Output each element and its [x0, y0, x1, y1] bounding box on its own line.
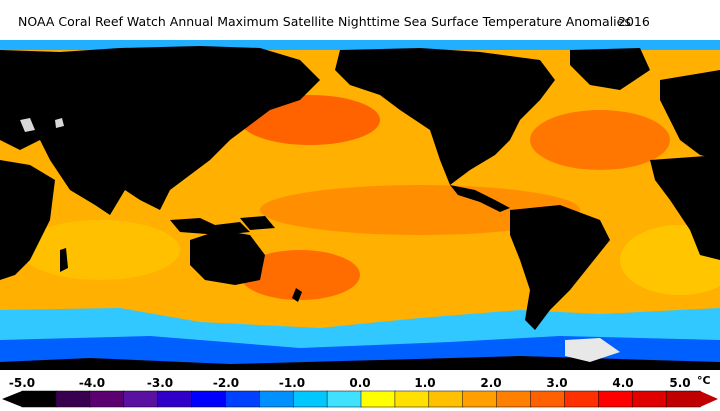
landmass-indonesia: [170, 218, 250, 235]
legend-tick: 0.0: [349, 376, 371, 390]
landmass-south-america: [510, 205, 610, 330]
landmass-new-zealand: [292, 288, 302, 302]
warm-region: [240, 250, 360, 300]
map-year: 2016: [618, 14, 650, 29]
colorbar-swatch: [530, 390, 566, 408]
map-svg: [0, 40, 720, 370]
warm-region: [530, 110, 670, 170]
colorbar: [2, 390, 718, 408]
landmass-africa-wrap: [650, 155, 720, 260]
sst-anomaly-map: [0, 40, 720, 370]
landmass-madagascar: [60, 248, 68, 272]
ice-patch: [565, 338, 620, 362]
colorbar-swatch: [225, 390, 261, 408]
landmass-japan: [225, 105, 250, 135]
warm-region: [260, 185, 580, 235]
colorbar-swatch: [462, 390, 498, 408]
legend-tick: -1.0: [278, 376, 306, 390]
landmass-central-america: [450, 185, 510, 212]
legend-tick: 4.0: [612, 376, 634, 390]
colorbar-swatch: [157, 390, 193, 408]
colorbar-swatch: [21, 390, 57, 408]
landmass-eurasia: [0, 46, 320, 215]
colorbar-swatch: [564, 390, 600, 408]
colorbar-swatch: [89, 390, 125, 408]
legend-tick: -2.0: [212, 376, 240, 390]
colorbar-swatch: [598, 390, 633, 408]
landmass-north-america: [335, 48, 555, 185]
colorbar-arrow-right: [700, 391, 718, 407]
legend-tick: 3.0: [546, 376, 568, 390]
colorbar-swatch: [259, 390, 294, 408]
landmass-new-guinea: [240, 216, 275, 230]
legend-tick: -4.0: [78, 376, 106, 390]
antarctica: [0, 356, 720, 370]
lake-caspian: [20, 118, 35, 132]
colorbar-swatch: [631, 390, 667, 408]
title-bar: NOAA Coral Reef Watch Annual Maximum Sat…: [0, 0, 720, 40]
colorbar-swatch: [360, 390, 396, 408]
colorbar-swatch: [123, 390, 159, 408]
legend-tick: 2.0: [480, 376, 502, 390]
landmass-australia: [190, 230, 265, 285]
colorbar-swatch: [496, 390, 532, 408]
colorbar-swatch: [191, 390, 227, 408]
colorbar-swatch: [326, 390, 362, 408]
landmass-europe-west: [660, 70, 720, 160]
colorbar-swatch: [55, 390, 91, 408]
legend-tick: 1.0: [414, 376, 436, 390]
landmass-africa: [0, 160, 55, 280]
map-title: NOAA Coral Reef Watch Annual Maximum Sat…: [18, 14, 631, 29]
legend-tick: -5.0: [8, 376, 36, 390]
lake-aral: [55, 118, 64, 128]
landmass-greenland: [570, 48, 650, 90]
colorbar-swatch: [292, 390, 328, 408]
legend-tick: -3.0: [146, 376, 174, 390]
colorbar-arrow-left: [2, 391, 22, 407]
color-legend: -5.0 -4.0 -3.0 -2.0 -1.0 0.0 1.0 2.0 3.0…: [0, 370, 720, 411]
colorbar-swatch: [665, 390, 701, 408]
colorbar-swatch: [428, 390, 464, 408]
legend-tick: 5.0: [669, 376, 691, 390]
cold-band-north: [0, 40, 720, 50]
colorbar-swatch: [394, 390, 430, 408]
legend-unit: °C: [697, 374, 711, 387]
